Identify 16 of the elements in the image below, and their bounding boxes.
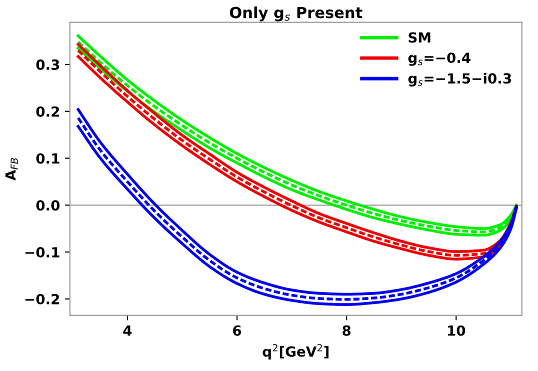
y-tick-label: 0.0 xyxy=(36,200,60,211)
y-tick-label: −0.1 xyxy=(25,247,60,258)
x-tick-label: 6 xyxy=(233,325,242,336)
x-axis-title: q$^{2}$[GeV$^{2}$] xyxy=(262,344,328,360)
y-tick-label: 0.2 xyxy=(36,106,60,117)
chart-title: Only g$_{s}$ Present xyxy=(230,6,362,22)
y-axis-title: A$_{FB}$ xyxy=(5,158,18,181)
x-tick-label: 10 xyxy=(448,325,466,336)
legend-label: g$_{s}$=−0.4 xyxy=(408,52,470,66)
y-tick-label: −0.2 xyxy=(25,294,60,304)
legend-label: SM xyxy=(408,32,430,43)
legend-label: g$_{s}$=−1.5−i0.3 xyxy=(408,72,511,86)
y-tick-label: 0.1 xyxy=(36,153,60,164)
x-tick-label: 8 xyxy=(342,325,351,336)
x-tick-label: 4 xyxy=(123,326,132,336)
y-tick-label: 0.3 xyxy=(36,59,60,70)
